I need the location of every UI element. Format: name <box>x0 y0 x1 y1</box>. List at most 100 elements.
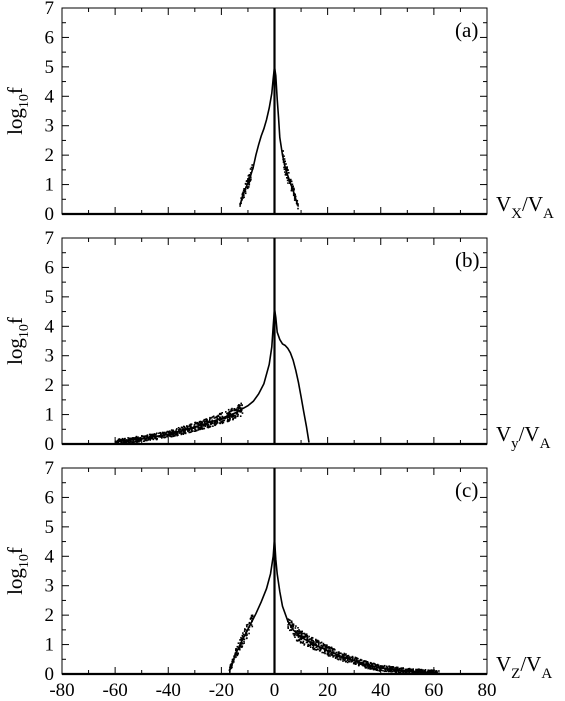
panel-c-scatter-point <box>306 635 309 637</box>
panel-c-xlabel: VZ/VA <box>496 652 552 682</box>
panel-c-scatter-point <box>321 651 323 654</box>
panel-c-scatter-point <box>429 669 431 672</box>
panel-b-scatter-point <box>199 420 202 423</box>
panel-a-scatter-point <box>246 186 249 189</box>
panel-c-xtick-label: -60 <box>102 680 127 701</box>
panel-c-scatter-point <box>318 640 320 643</box>
panel-c-scatter-point <box>303 632 306 635</box>
panel-b-scatter-point <box>133 441 135 444</box>
panel-c-scatter-point <box>412 671 415 674</box>
panel-c-scatter-point <box>434 672 437 675</box>
panel-c-scatter-point <box>397 667 399 669</box>
panel-b-scatter-point <box>216 422 219 424</box>
panel-c-scatter-point <box>350 661 353 663</box>
panel-b-scatter-point <box>240 402 242 405</box>
panel-b-scatter-point <box>205 424 207 426</box>
panel-c-scatter-point <box>430 669 433 672</box>
panel-c-scatter-point <box>319 647 321 649</box>
panel-b-scatter-point <box>167 435 169 437</box>
panel-b-scatter-point <box>236 407 239 409</box>
panel-b-scatter-point <box>175 433 178 435</box>
panel-c-scatter-point <box>331 654 333 657</box>
panel-c-scatter-point <box>251 625 254 628</box>
panel-b-scatter-point <box>191 430 194 432</box>
panel-b-scatter-point <box>198 426 201 429</box>
panel-a-scatter-point <box>243 196 245 198</box>
panel-c-scatter-point <box>438 670 440 672</box>
panel-b-scatter-point <box>228 419 230 422</box>
panel-c-scatter-point <box>248 621 251 624</box>
panel-c-scatter-point <box>235 649 237 652</box>
panel-c-scatter-point <box>303 644 305 646</box>
panel-c-scatter-point <box>391 666 394 668</box>
panel-c-scatter-point <box>334 649 336 651</box>
panel-c-scatter-point <box>250 624 253 626</box>
panel-c-scatter-point <box>410 672 413 675</box>
panel-c-scatter-point <box>366 663 369 665</box>
panel-c-scatter-point <box>405 672 407 674</box>
panel-c-scatter-point <box>345 656 347 658</box>
panel-c-scatter-point <box>309 644 311 647</box>
panel-c-scatter-point <box>358 660 361 662</box>
panel-b-scatter-point <box>142 435 145 438</box>
panel-c-scatter-point <box>386 669 389 671</box>
panel-c-scatter-point <box>242 632 244 634</box>
panel-c-scatter-point <box>436 671 438 673</box>
panel-b-scatter-point <box>189 431 191 434</box>
panel-c-scatter-point <box>313 647 316 650</box>
panel-c-scatter-point <box>299 632 301 635</box>
panel-a-ytick-label: 5 <box>45 57 55 78</box>
panel-c-scatter-point <box>335 656 338 658</box>
panel-b-scatter-point <box>227 413 229 415</box>
panel-c-scatter-point <box>302 632 304 635</box>
panel-c-scatter-point <box>360 659 363 661</box>
panel-b-scatter-point <box>193 424 196 426</box>
panel-c-scatter-point <box>362 662 364 664</box>
panel-c-scatter-point <box>372 662 375 665</box>
panel-c-scatter-point <box>415 671 418 674</box>
panel-b-scatter-point <box>151 435 153 437</box>
panel-c-scatter-point <box>250 614 253 617</box>
panel-c-scatter-point <box>289 629 291 632</box>
panel-c-scatter-point <box>370 662 372 664</box>
panel-c-scatter-point <box>237 642 240 644</box>
panel-b-scatter-point <box>187 430 189 433</box>
panel-c-scatter-point <box>380 665 382 667</box>
panel-a-scatter-point <box>286 169 289 171</box>
panel-a-scatter-point <box>284 160 286 163</box>
panel-b-scatter-point <box>141 435 143 437</box>
panel-c-scatter-point <box>239 645 242 648</box>
panel-a-scatter-point <box>245 183 247 185</box>
panel-c-scatter-point <box>323 645 325 647</box>
panel-c-scatter-point <box>305 641 308 644</box>
panel-b-scatter-point <box>173 432 175 435</box>
panel-c-scatter-point <box>251 615 254 618</box>
panel-b-scatter-point <box>202 420 205 422</box>
panel-a-scatter-point <box>284 171 286 173</box>
panel-c-scatter-point <box>236 653 239 656</box>
panel-c-scatter-point <box>395 667 397 670</box>
panel-b-scatter-point <box>179 428 182 431</box>
panel-b-scatter-point <box>132 437 134 439</box>
panel-c-ytick-label: 4 <box>45 546 55 567</box>
panel-b-scatter-point <box>154 437 156 439</box>
panel-c-scatter-point <box>292 627 294 629</box>
panel-b-scatter-point <box>206 419 208 421</box>
panel-c-scatter-point <box>327 646 329 649</box>
panel-c-scatter-point <box>351 656 353 659</box>
panel-b-scatter-point <box>175 428 178 431</box>
panel-b-scatter-point <box>227 408 230 411</box>
panel-b-scatter-point <box>182 428 184 430</box>
panel-c-scatter-point <box>335 651 337 654</box>
panel-c-scatter-point <box>287 627 289 629</box>
panel-c-scatter-point <box>248 629 250 631</box>
panel-b-scatter-point <box>190 431 193 433</box>
panel-c-scatter-point <box>317 643 320 645</box>
panel-b-scatter-point <box>230 410 232 413</box>
panel-b-scatter-point <box>226 412 228 415</box>
panel-c-scatter-point <box>315 640 317 643</box>
panel-b-scatter-point <box>151 434 153 436</box>
panel-b-scatter-point <box>213 422 215 424</box>
panel-b-scatter-point <box>172 429 174 432</box>
panel-b-scatter-point <box>225 411 227 413</box>
